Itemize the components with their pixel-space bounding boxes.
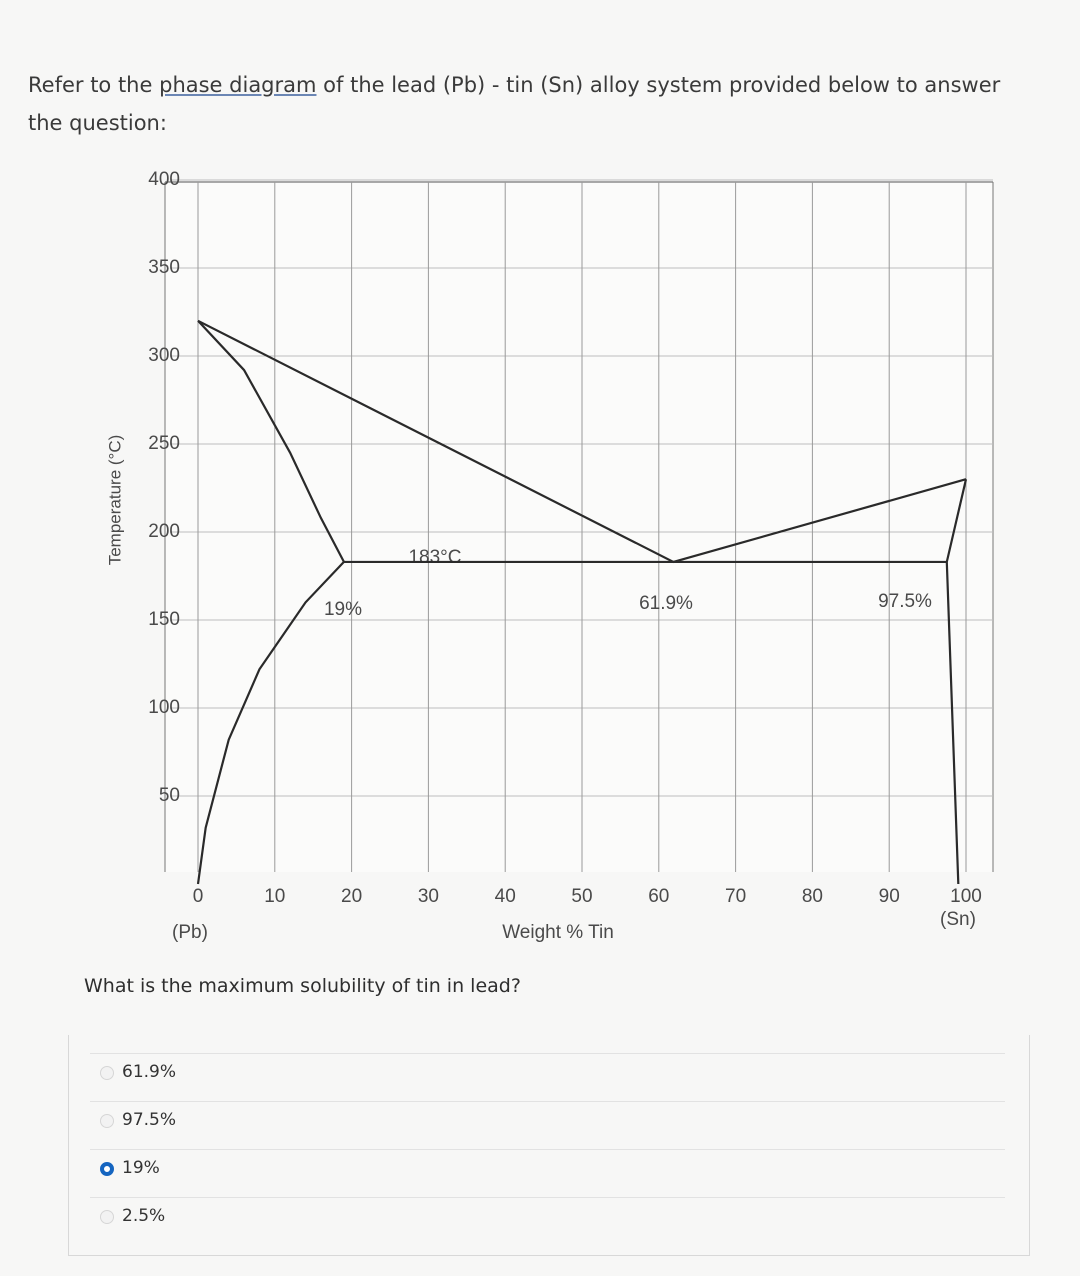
radio[interactable] (100, 1114, 114, 1128)
phase-line (945, 478, 968, 885)
annotation: 183°C (408, 547, 461, 568)
y-tick-label: 100 (148, 697, 180, 718)
option[interactable]: 97.5% (90, 1101, 1005, 1148)
link[interactable]: phase diagram (159, 73, 317, 97)
options-box (68, 1035, 1030, 1256)
y-tick-label: 400 (148, 169, 180, 190)
y-tick-label: 200 (148, 521, 180, 542)
annotation: 19% (324, 599, 362, 620)
radio[interactable] (100, 1066, 114, 1080)
option-label[interactable]: 61.9% (122, 1062, 177, 1082)
y-tick-label: 150 (148, 609, 180, 630)
x-tick-label: 70 (725, 886, 746, 907)
phase-line (196, 561, 345, 885)
end-label: (Sn) (940, 909, 976, 930)
option[interactable]: 61.9% (90, 1053, 1005, 1100)
x-tick-label: 60 (648, 886, 669, 907)
radio[interactable] (100, 1210, 114, 1224)
annotation: 61.9% (639, 593, 693, 614)
intro: Refer to the phase diagram of the lead (… (28, 66, 1028, 142)
axis-title: Weight % Tin (502, 922, 614, 943)
x-tick-label: 40 (495, 886, 516, 907)
x-tick-label: 0 (193, 886, 204, 907)
intro-text: of the lead (Pb) - tin (Sn) alloy system… (28, 73, 1001, 135)
radio[interactable] (100, 1162, 114, 1176)
x-tick-label: 30 (418, 886, 439, 907)
end-label: (Pb) (172, 922, 208, 943)
annotation: 97.5% (878, 591, 932, 612)
x-tick-label: 10 (264, 886, 285, 907)
option-label[interactable]: 2.5% (122, 1206, 166, 1226)
y-tick-label: 50 (159, 785, 180, 806)
x-tick-label: 20 (341, 886, 362, 907)
intro-text: Refer to the (28, 73, 153, 97)
plot-background (165, 182, 993, 872)
phase-diagram: 50 100 150 200 250 300 350 400 0 10 20 30 40 50 60 70 80… (105, 169, 994, 943)
y-tick-label: 350 (148, 257, 180, 278)
option-label[interactable]: 97.5% (122, 1110, 177, 1130)
y-tick-label: 300 (148, 345, 180, 366)
x-tick-label: 80 (802, 886, 823, 907)
option[interactable]: 2.5% (90, 1197, 1005, 1244)
phase-line (197, 320, 345, 563)
x-tick-label: 90 (879, 886, 900, 907)
axis-title: Temperature (°C) (105, 435, 124, 566)
y-tick-label: 250 (148, 433, 180, 454)
option-label[interactable]: 19% (122, 1158, 160, 1178)
option[interactable]: 19% (90, 1149, 1005, 1196)
x-tick-label: 100 (950, 886, 982, 907)
x-tick-label: 50 (571, 886, 592, 907)
question: What is the maximum solubility of tin in… (84, 975, 521, 997)
